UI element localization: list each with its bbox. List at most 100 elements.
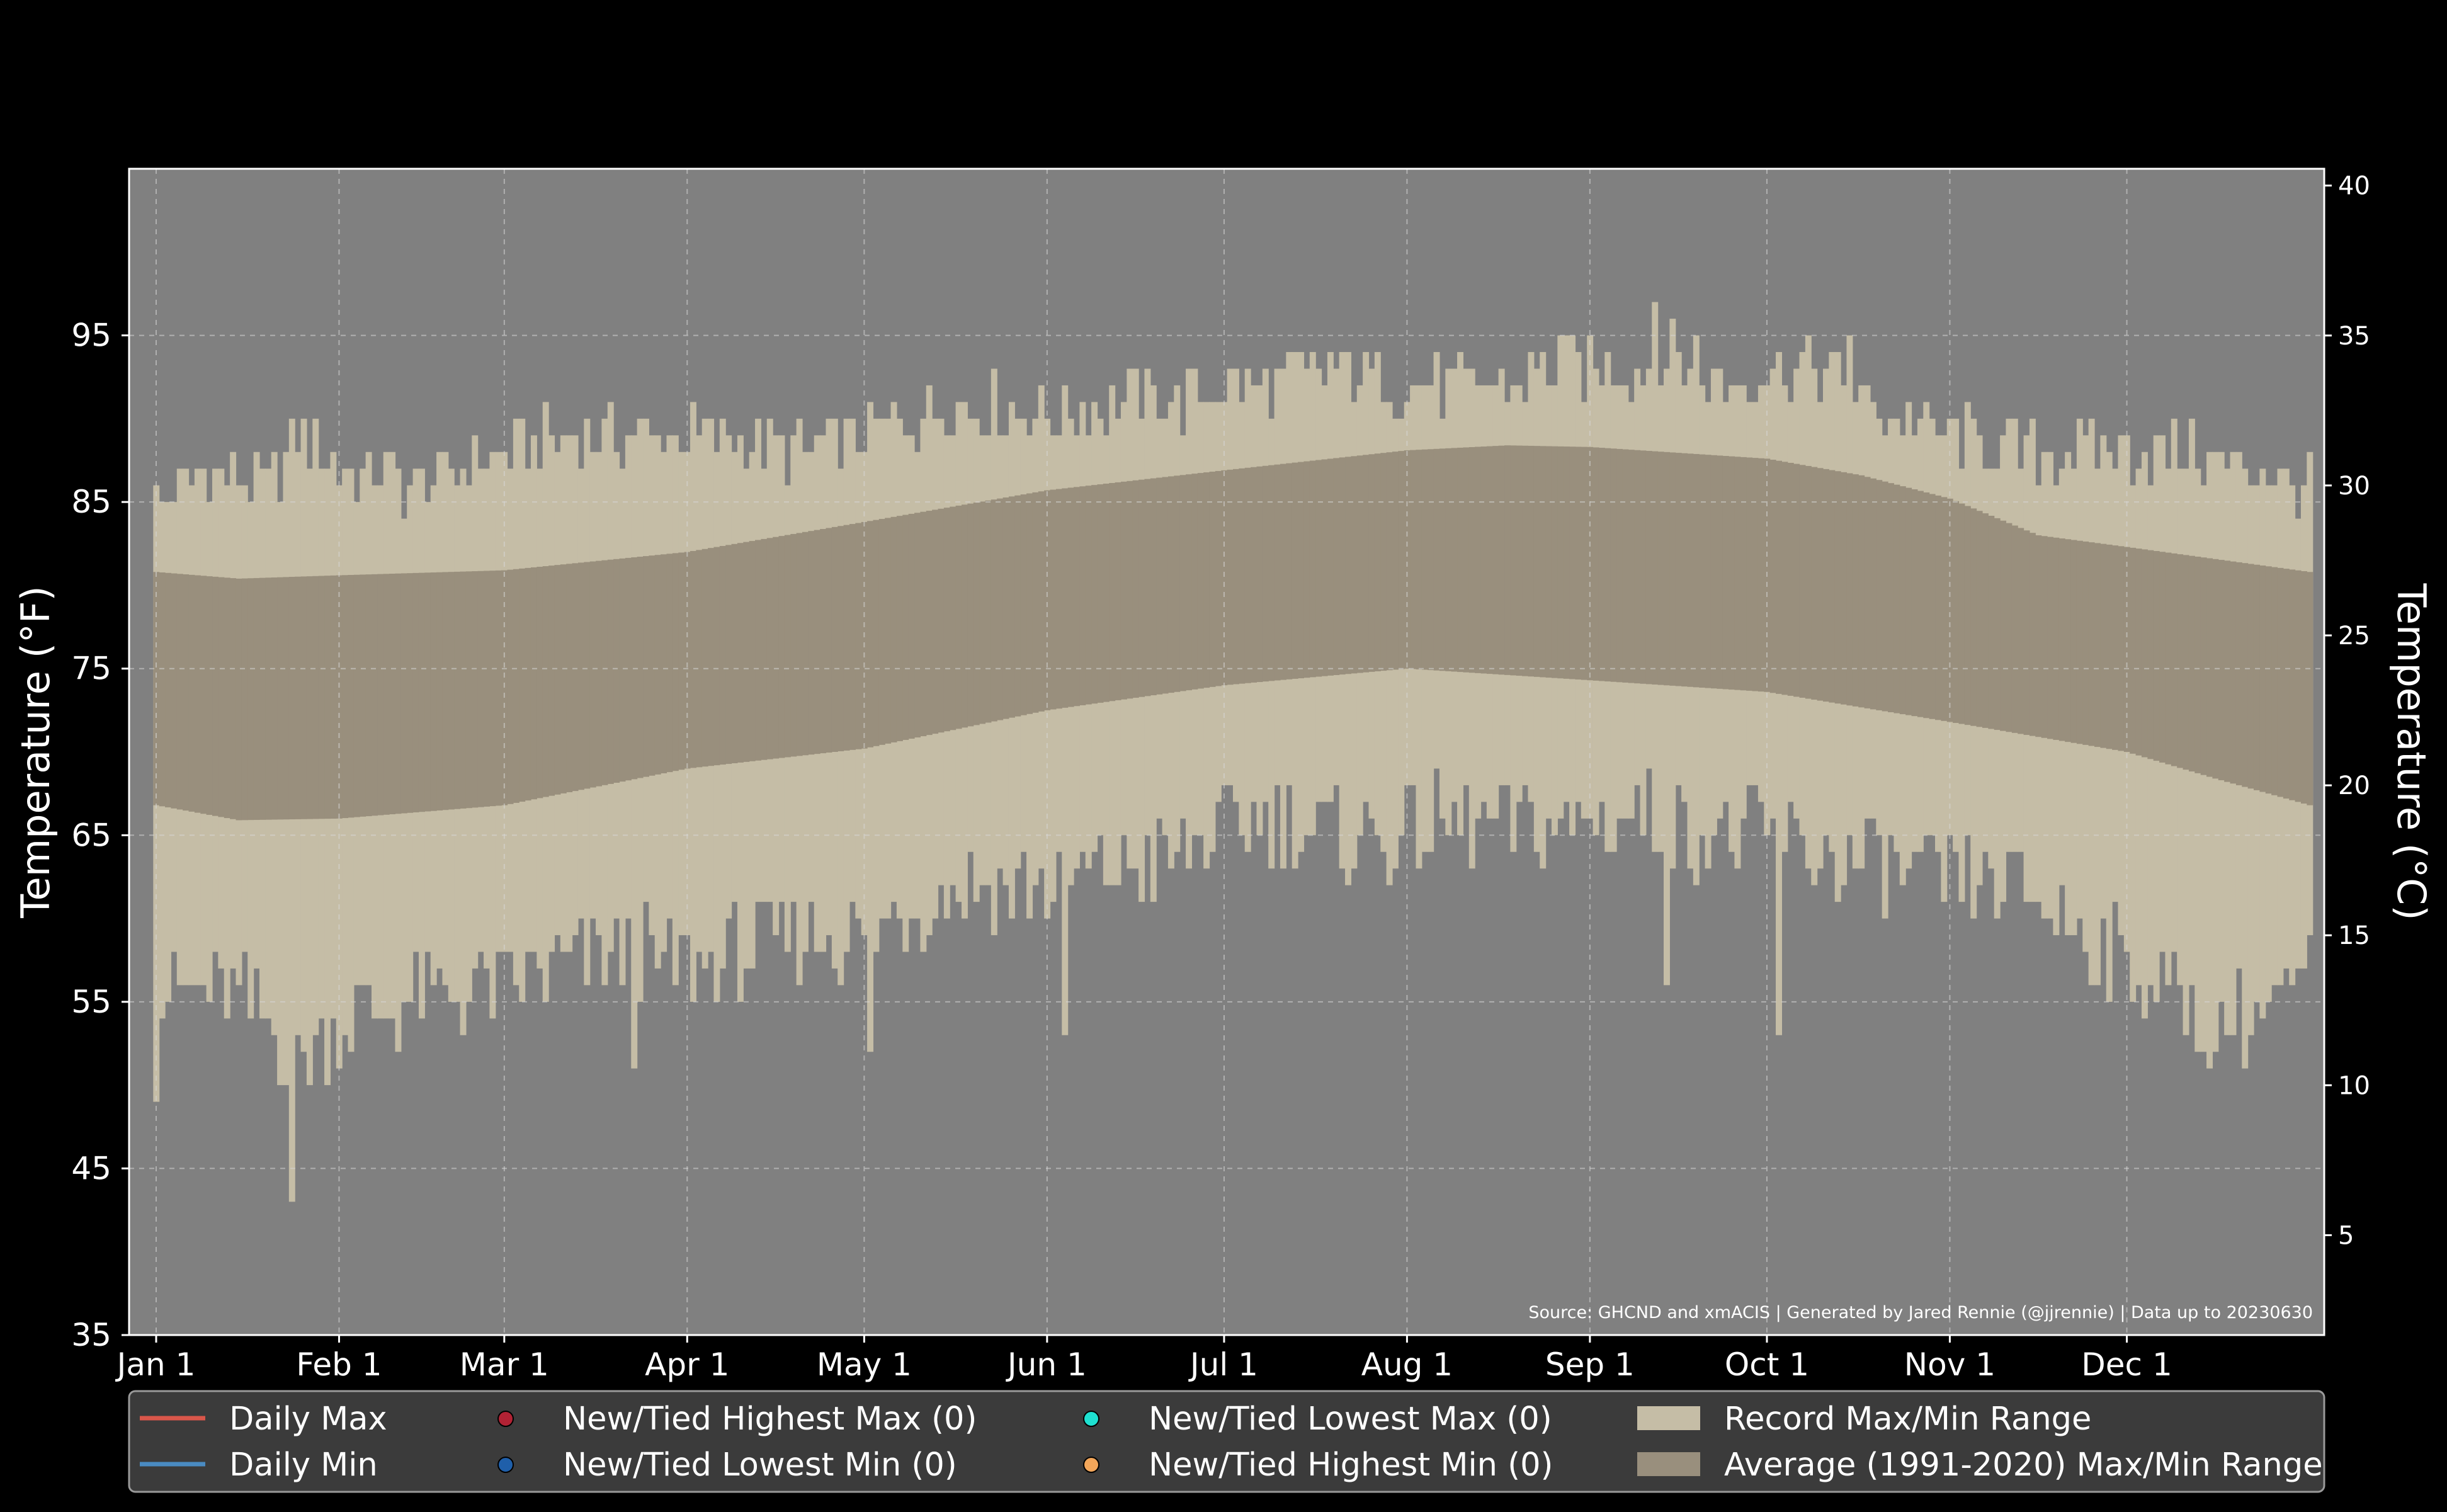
average-range-bar (412, 572, 419, 812)
average-range-bar (1433, 448, 1440, 671)
average-range-bar (1244, 467, 1251, 683)
average-range-bar (1156, 477, 1163, 695)
average-range-bar (1463, 447, 1470, 673)
x-tick-label: Feb 1 (296, 1346, 382, 1383)
average-range-bar (383, 574, 390, 815)
x-tick-label: Jun 1 (1006, 1346, 1087, 1383)
average-range-bar (277, 577, 284, 820)
average-range-bar (1120, 481, 1127, 700)
average-range-bar (2153, 550, 2160, 761)
average-range-bar (1935, 495, 1941, 720)
average-range-bar (2283, 569, 2290, 799)
y-right-tick-label: 20 (2338, 771, 2370, 800)
average-range-bar (637, 557, 644, 778)
average-range-bar (1203, 472, 1210, 688)
average-range-bar (400, 573, 407, 814)
average-range-bar (885, 518, 892, 744)
average-range-bar (784, 535, 791, 758)
average-range-bar (395, 573, 402, 814)
average-range-bar (1994, 518, 2001, 730)
average-range-bar (1970, 508, 1977, 726)
average-range-bar (867, 521, 874, 747)
average-range-bar (1339, 457, 1346, 675)
average-range-bar (1280, 463, 1286, 680)
average-range-bar (1533, 446, 1540, 677)
y-tick-label: 55 (71, 984, 111, 1020)
average-range-bar (778, 536, 785, 758)
average-range-bar (1109, 482, 1116, 702)
average-range-bar (2206, 558, 2213, 777)
average-range-bar (643, 556, 649, 777)
average-range-bar (472, 571, 479, 808)
average-range-bar (1097, 484, 1104, 703)
average-range-bar (1946, 498, 1953, 722)
average-range-bar (654, 555, 661, 775)
average-range-bar (1882, 481, 1888, 712)
average-range-bar (159, 572, 166, 807)
average-range-bar (1958, 503, 1965, 724)
average-range-bar (259, 577, 266, 820)
average-range-bar (1380, 453, 1387, 671)
average-range-bar (696, 550, 703, 768)
average-range-bar (200, 576, 207, 814)
average-range-bar (300, 576, 307, 819)
average-range-bar (1557, 446, 1564, 679)
average-range-bar (1492, 446, 1499, 674)
chart-subtitle: ID= USC00519397 | LAT= 21.2717 | LON= -1… (547, 123, 1900, 160)
average-range-bar (1734, 457, 1741, 690)
average-range-bar (224, 577, 230, 819)
average-range-bar (241, 578, 248, 821)
average-range-bar (743, 542, 750, 762)
average-range-bar (1298, 462, 1305, 679)
legend-record-range: Record Max/Min Range (1724, 1401, 2091, 1438)
average-range-bar (1705, 455, 1712, 688)
average-range-bar (2065, 539, 2072, 742)
average-range-bar (295, 576, 302, 819)
chart-title: 2025 Temperatures For Waikiki 717 2, HI (674, 8, 1774, 71)
average-range-bar (519, 568, 526, 802)
average-range-bar (849, 524, 856, 750)
average-range-bar (1964, 506, 1971, 725)
average-range-bar (1303, 461, 1310, 678)
average-range-bar (1722, 456, 1729, 690)
average-range-bar (1687, 453, 1694, 687)
average-range-bar (1174, 475, 1181, 692)
average-range-bar (1941, 497, 1948, 721)
average-range-bar (1428, 449, 1434, 671)
average-range-bar (613, 559, 620, 783)
legend-daily-min: Daily Min (229, 1447, 378, 1484)
average-range-bar (1309, 460, 1316, 678)
average-range-bar (2165, 552, 2172, 765)
grid-lines (129, 169, 2324, 1335)
average-range-bar (1793, 463, 1800, 697)
y-right-tick-label: 15 (2338, 921, 2370, 950)
average-range-bar (1805, 465, 1812, 699)
average-range-bar (1652, 451, 1659, 685)
average-range-bar (1522, 445, 1529, 676)
average-range-bar (176, 574, 183, 810)
average-range-bar (1292, 462, 1298, 679)
average-range-bar (1923, 492, 1930, 719)
average-range-bar (1386, 452, 1393, 671)
average-range-bar (1221, 470, 1228, 686)
average-range-bar (2265, 566, 2272, 794)
average-range-bar (701, 549, 708, 767)
average-range-bar (1144, 479, 1151, 696)
average-range-bar (1528, 445, 1535, 677)
average-range-bar (1841, 472, 1848, 705)
average-range-bar (1457, 447, 1464, 673)
average-range-bar (1976, 511, 1983, 727)
average-range-bar (1628, 450, 1635, 683)
average-range-bars (153, 445, 2314, 821)
average-range-bar (1622, 449, 1629, 683)
average-range-bar (1829, 470, 1836, 703)
average-range-bar (1776, 460, 1782, 694)
average-range-bar (1746, 457, 1753, 691)
x-tick-label: Oct 1 (1725, 1346, 1809, 1383)
legend-lowest-max: New/Tied Lowest Max (0) (1149, 1401, 1552, 1438)
average-range-bar (1150, 478, 1157, 696)
average-range-bar (1817, 468, 1824, 701)
legend-box (128, 1390, 2325, 1493)
average-range-bar (2242, 563, 2249, 787)
average-range-bar (843, 525, 850, 751)
